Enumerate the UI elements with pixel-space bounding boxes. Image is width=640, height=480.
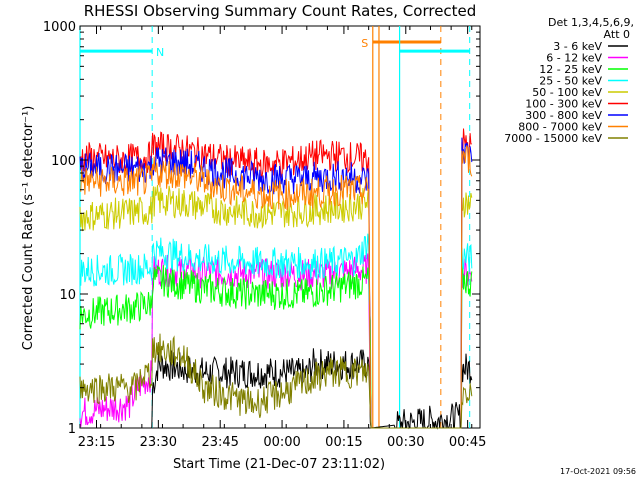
y-tick-label: 100 <box>51 154 76 169</box>
series-line-8 <box>79 333 473 429</box>
chart-title: RHESSI Observing Summary Count Rates, Co… <box>84 2 477 20</box>
legend-label-7: 800 - 7000 keV <box>518 121 602 134</box>
y-tick-label: 1000 <box>43 20 76 35</box>
legend-label-3: 25 - 50 keV <box>539 75 602 88</box>
legend-header-line-2: Att 0 <box>604 28 630 41</box>
x-axis-label: Start Time (21-Dec-07 23:11:02) <box>173 457 385 472</box>
mode-label-1: S <box>361 37 368 50</box>
series-line-2 <box>79 263 473 429</box>
legend-label-6: 300 - 800 keV <box>525 109 602 122</box>
legend-label-8: 7000 - 15000 keV <box>504 132 602 145</box>
legend-label-2: 12 - 25 keV <box>539 63 602 76</box>
y-axis-label: Corrected Count Rate (s⁻¹ detector⁻¹) <box>21 106 36 351</box>
series-line-3 <box>79 233 473 429</box>
legend-header-line-1: Det 1,3,4,5,6,9, <box>548 16 634 29</box>
x-tick-label: 23:15 <box>78 435 115 450</box>
axis-ticks: 23:15 23:30 23:45 00:00 00:15 00:30 00:45 1 10 10… <box>43 20 486 450</box>
plot-frame <box>79 25 481 429</box>
series-group <box>79 128 473 430</box>
legend-label-5: 100 - 300 keV <box>525 98 602 111</box>
footer-timestamp: 17-Oct-2021 09:56 <box>560 467 636 476</box>
y-tick-label: 10 <box>59 288 76 303</box>
x-tick-label: 00:30 <box>387 435 424 450</box>
x-tick-label: 23:45 <box>201 435 238 450</box>
series-line-1 <box>79 253 473 429</box>
legend-label-0: 3 - 6 keV <box>553 40 602 53</box>
x-tick-label: 00:00 <box>263 435 300 450</box>
legend-label-1: 6 - 12 keV <box>546 52 602 65</box>
x-tick-label: 00:45 <box>449 435 486 450</box>
plot-border <box>79 25 481 429</box>
mode-label-0: N <box>156 46 164 59</box>
x-tick-label: 23:30 <box>140 435 177 450</box>
x-tick-label: 00:15 <box>325 435 362 450</box>
y-tick-label: 1 <box>68 422 76 437</box>
legend-label-4: 50 - 100 keV <box>532 86 602 99</box>
